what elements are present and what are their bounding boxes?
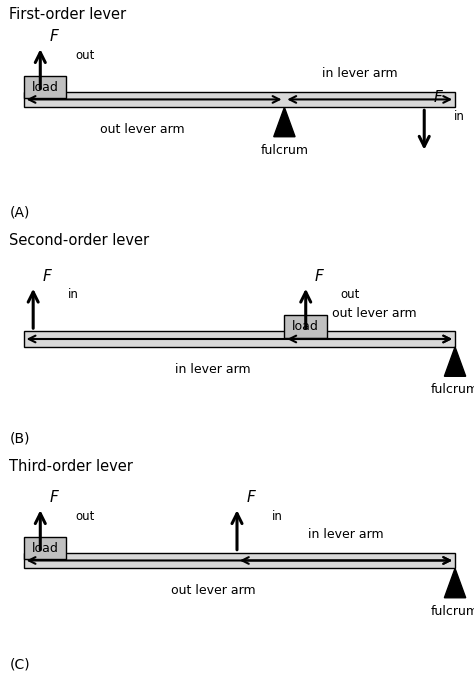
Text: $F$: $F$ [314, 268, 325, 283]
Text: out lever arm: out lever arm [100, 123, 184, 136]
Text: in lever arm: in lever arm [308, 528, 384, 541]
Text: out: out [75, 49, 94, 62]
Text: in lever arm: in lever arm [175, 363, 251, 376]
Text: First-order lever: First-order lever [9, 7, 127, 22]
Text: out: out [340, 288, 360, 301]
Bar [24, 553, 455, 568]
Text: (A): (A) [9, 205, 30, 219]
Text: fulcrum: fulcrum [260, 144, 309, 157]
Text: load: load [32, 81, 58, 94]
Text: $F$: $F$ [49, 28, 60, 44]
Text: fulcrum: fulcrum [431, 605, 474, 618]
Text: load: load [292, 320, 319, 333]
Bar [24, 537, 66, 559]
Text: in: in [272, 510, 283, 523]
Text: $F$: $F$ [42, 268, 53, 283]
Text: out lever arm: out lever arm [332, 306, 417, 319]
Text: in lever arm: in lever arm [322, 67, 398, 80]
Text: in: in [454, 110, 465, 123]
Bar [24, 331, 455, 347]
Text: $F$: $F$ [246, 489, 256, 505]
Bar [284, 315, 327, 338]
Text: fulcrum: fulcrum [431, 383, 474, 396]
Text: (C): (C) [9, 657, 30, 671]
Bar [24, 92, 455, 107]
Text: Third-order lever: Third-order lever [9, 459, 133, 474]
Text: load: load [32, 542, 58, 555]
Polygon shape [444, 347, 465, 376]
Text: Second-order lever: Second-order lever [9, 233, 150, 247]
Text: out lever arm: out lever arm [171, 584, 255, 597]
Polygon shape [444, 568, 465, 598]
Text: out: out [75, 510, 94, 523]
Text: in: in [68, 288, 79, 301]
Text: $F$: $F$ [433, 89, 444, 105]
Polygon shape [274, 107, 295, 137]
Bar [24, 76, 66, 98]
Text: (B): (B) [9, 431, 30, 445]
Text: $F$: $F$ [49, 489, 60, 505]
